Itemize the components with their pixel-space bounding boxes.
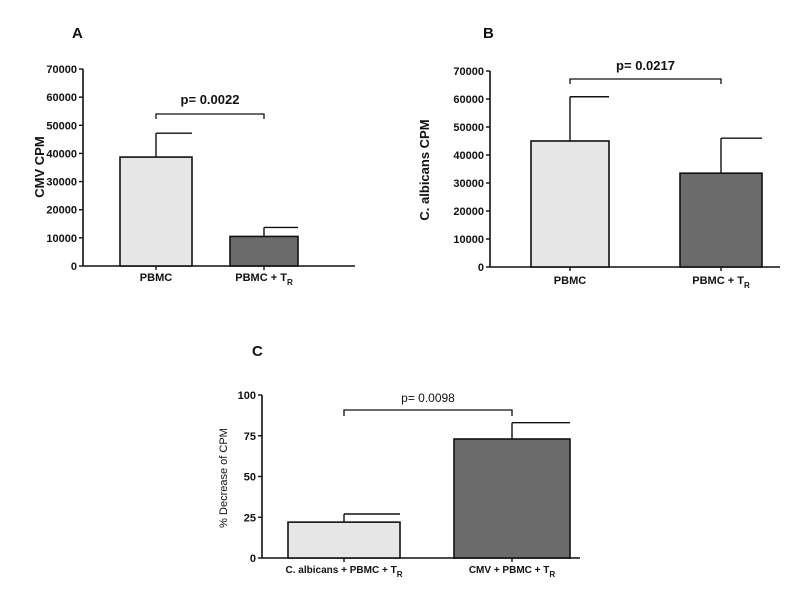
y-tick-label: 100 xyxy=(238,390,256,402)
bar xyxy=(679,172,763,268)
y-tick-label: 0 xyxy=(71,261,77,273)
y-axis-label: CMV CPM xyxy=(32,136,47,197)
p-value-label: p= 0.0022 xyxy=(181,92,240,107)
y-tick-label: 25 xyxy=(244,512,256,524)
panel-label: B xyxy=(483,25,494,42)
x-tick-label: C. albicans + PBMC + TR xyxy=(286,565,403,579)
y-tick-label: 0 xyxy=(250,553,256,565)
y-tick-label: 60000 xyxy=(46,92,77,104)
bar xyxy=(453,438,571,559)
y-tick-label: 20000 xyxy=(453,206,484,218)
y-axis-label: % Decrease of CPM xyxy=(218,428,230,528)
significance-bracket xyxy=(569,78,722,84)
x-tick-label-subscript: R xyxy=(397,570,403,579)
x-tick-label: PBMC + TR xyxy=(692,275,750,290)
p-value-label: p= 0.0217 xyxy=(616,58,675,73)
x-tick-label-main: PBMC + T xyxy=(692,275,744,287)
y-tick-label: 10000 xyxy=(453,234,484,246)
y-tick-label: 30000 xyxy=(46,177,77,189)
x-tick-label-main: PBMC xyxy=(140,272,172,284)
y-tick-label: 70000 xyxy=(46,64,77,76)
y-tick-label: 20000 xyxy=(46,205,77,217)
bar xyxy=(119,156,193,267)
significance-bracket xyxy=(155,113,265,119)
y-tick-label: 70000 xyxy=(453,66,484,78)
y-tick-label: 40000 xyxy=(453,150,484,162)
x-tick-label: PBMC xyxy=(554,275,586,287)
y-tick-label: 50000 xyxy=(453,122,484,134)
panel-c: C % Decrease of CPM 0 25 50 75 100 C. albicans … xyxy=(218,343,580,579)
x-tick-label-main: PBMC + T xyxy=(235,272,287,284)
x-tick-label-subscript: R xyxy=(744,281,750,290)
x-tick-label: PBMC + TR xyxy=(235,272,293,287)
y-axis-label: C. albicans CPM xyxy=(417,119,432,220)
panel-b: B C. albicans CPM 0 10000 20000 30000 40000 500… xyxy=(417,25,780,290)
y-tick-label: 75 xyxy=(244,431,256,443)
x-tick-label: CMV + PBMC + TR xyxy=(469,565,556,579)
y-tick-label: 40000 xyxy=(46,148,77,160)
bar xyxy=(287,521,401,559)
significance-bracket xyxy=(343,409,513,416)
x-tick-label-main: C. albicans + PBMC + T xyxy=(286,565,397,576)
y-tick-label: 50000 xyxy=(46,120,77,132)
x-tick-label-main: CMV + PBMC + T xyxy=(469,565,550,576)
y-tick-label: 50 xyxy=(244,472,256,484)
y-tick-label: 10000 xyxy=(46,233,77,245)
y-tick-label: 0 xyxy=(478,262,484,274)
x-tick-label: PBMC xyxy=(140,272,172,284)
p-value-label: p= 0.0098 xyxy=(401,391,455,405)
x-tick-label-subscript: R xyxy=(287,278,293,287)
panel-label: C xyxy=(252,343,263,360)
bar xyxy=(229,235,299,267)
bar xyxy=(530,140,610,268)
y-tick-label: 30000 xyxy=(453,178,484,190)
panel-label: A xyxy=(72,25,83,42)
x-tick-label-main: PBMC xyxy=(554,275,586,287)
x-tick-label-subscript: R xyxy=(549,570,555,579)
y-tick-label: 60000 xyxy=(453,94,484,106)
panel-a: A CMV CPM 0 10000 20000 30000 40000 50000 60000 7… xyxy=(32,25,355,287)
